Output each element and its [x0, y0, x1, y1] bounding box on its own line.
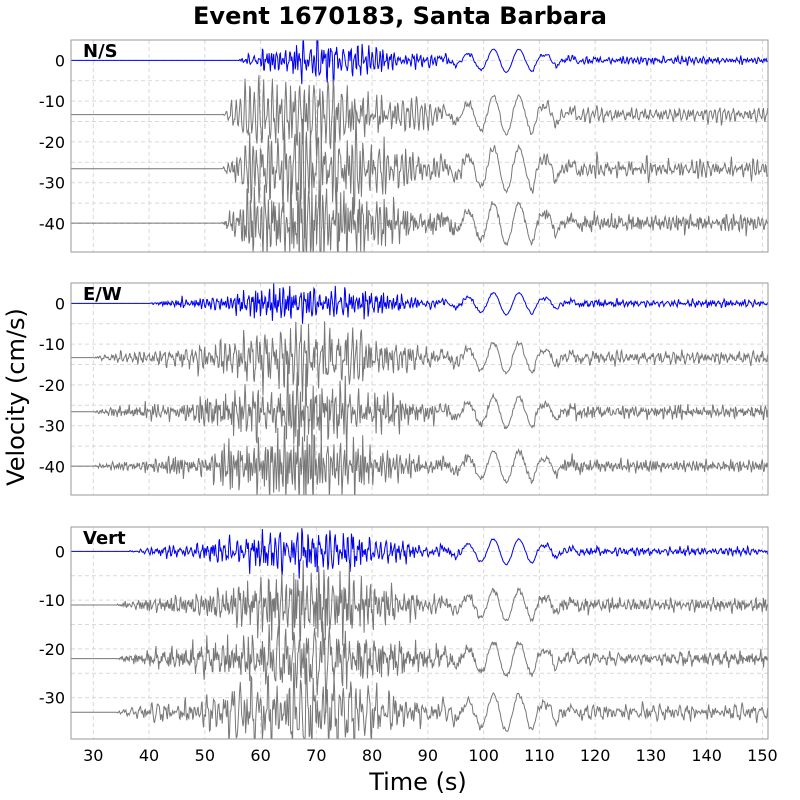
- x-tick-label: 30: [83, 746, 103, 765]
- y-tick-label: 0: [55, 51, 65, 70]
- x-tick-label: 110: [524, 746, 555, 765]
- x-tick-label: 60: [250, 746, 270, 765]
- x-tick-label: 80: [362, 746, 382, 765]
- x-tick-label: 150: [747, 746, 778, 765]
- traces: [71, 528, 768, 739]
- panel-ns: 0 -10 -20 -30 -40 N/S: [39, 39, 769, 253]
- traces: [71, 40, 768, 252]
- x-tick-label: 90: [418, 746, 438, 765]
- y-tick-label: -10: [39, 335, 65, 354]
- y-tick-label: -40: [39, 457, 65, 476]
- panel-vert: 0 -10 -20 -30 Vert: [39, 526, 769, 740]
- trace-2: [71, 75, 768, 157]
- x-axis-label: Time (s): [368, 768, 467, 796]
- panels: 0 -10 -20 -30 -40 N/S 0 -10 -20 -30 -40 E/W 0 -10 -20 -…: [39, 39, 769, 740]
- chart-title: Event 1670183, Santa Barbara: [193, 2, 607, 30]
- trace-3: [71, 109, 768, 239]
- y-tick-label: 0: [55, 542, 65, 561]
- panel-frame: [70, 526, 769, 740]
- y-tick-label: 0: [55, 294, 65, 313]
- y-tick-label: -20: [39, 640, 65, 659]
- y-tick-label: -10: [39, 92, 65, 111]
- x-tick-label: 130: [636, 746, 667, 765]
- y-axis-label: Velocity (cm/s): [2, 308, 30, 486]
- y-tick-label: -20: [39, 376, 65, 395]
- trace-1: [71, 40, 768, 85]
- trace-4: [71, 165, 768, 252]
- x-tick-label: 100: [468, 746, 499, 765]
- y-tick-label: -30: [39, 174, 65, 193]
- x-tick-label: 50: [195, 746, 215, 765]
- y-tick-label: -30: [39, 689, 65, 708]
- x-tick-label: 120: [580, 746, 611, 765]
- panel-label: N/S: [83, 41, 118, 62]
- trace-1: [71, 528, 768, 579]
- trace-4: [71, 658, 768, 739]
- trace-3: [71, 357, 768, 453]
- y-tick-label: -30: [39, 417, 65, 436]
- x-tick-label: 40: [139, 746, 159, 765]
- trace-2: [71, 321, 768, 402]
- trace-1: [71, 283, 768, 324]
- trace-2: [71, 560, 768, 646]
- traces: [71, 283, 768, 495]
- x-tick-label: 140: [691, 746, 722, 765]
- y-tick-label: -10: [39, 591, 65, 610]
- panel-frame: [70, 282, 769, 496]
- trace-3: [71, 621, 768, 714]
- panel-frame: [70, 39, 769, 253]
- y-tick-label: -20: [39, 133, 65, 152]
- x-tick-labels: 30 40 50 60 70 80 90 100 110 120 130 140 150: [83, 746, 778, 765]
- y-tick-label: -40: [39, 214, 65, 233]
- panel-label: Vert: [83, 528, 126, 549]
- panel-label: E/W: [83, 284, 122, 305]
- panel-ew: 0 -10 -20 -30 -40 E/W: [39, 282, 769, 496]
- x-tick-label: 70: [306, 746, 326, 765]
- trace-4: [71, 425, 768, 495]
